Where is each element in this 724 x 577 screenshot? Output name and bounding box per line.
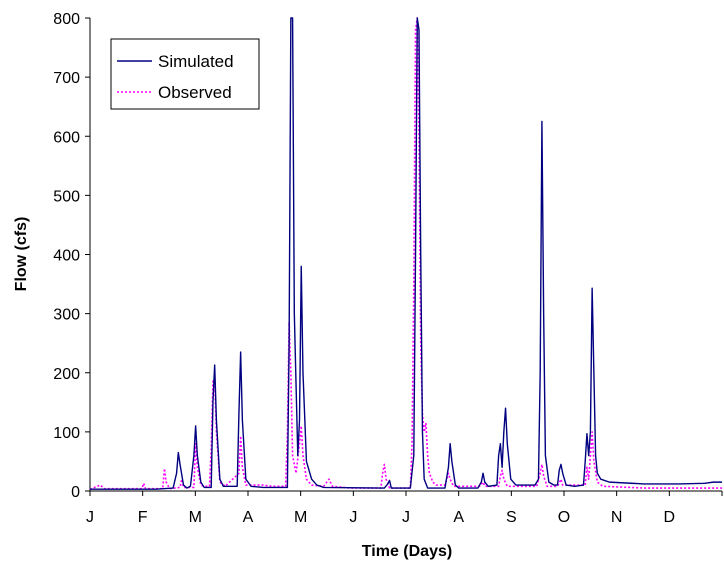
x-tick-label: F [138,509,148,526]
y-tick-label: 100 [53,425,80,442]
y-tick-label: 0 [71,484,80,501]
x-tick-label: A [243,509,254,526]
x-tick-label: A [453,509,464,526]
series-line-simulated [90,17,722,490]
y-tick-label: 700 [53,70,80,87]
x-tick-label: J [349,509,357,526]
x-axis-title: Time (Days) [362,543,452,560]
x-tick-label: M [294,509,307,526]
x-tick-label: S [506,509,517,526]
legend: Simulated Observed [110,38,260,110]
x-tick-label: J [402,509,410,526]
x-tick-label: M [189,509,202,526]
y-tick-label: 500 [53,188,80,205]
legend-label-simulated: Simulated [158,52,234,71]
y-tick-label: 200 [53,366,80,383]
y-axis-title: Flow (cfs) [13,217,30,292]
y-axis: 0 100 200 300 400 500 600 700 800 [53,11,90,501]
x-tick-label: J [86,509,94,526]
y-tick-label: 400 [53,248,80,265]
y-tick-label: 800 [53,11,80,28]
y-tick-label: 600 [53,129,80,146]
series-line-observed [89,17,722,490]
x-tick-label: O [558,509,570,526]
series-layer [89,17,722,490]
x-tick-label: N [611,509,623,526]
x-tick-label: D [664,509,676,526]
y-tick-label: 300 [53,307,80,324]
legend-label-observed: Observed [158,83,232,102]
legend-box [110,38,260,110]
